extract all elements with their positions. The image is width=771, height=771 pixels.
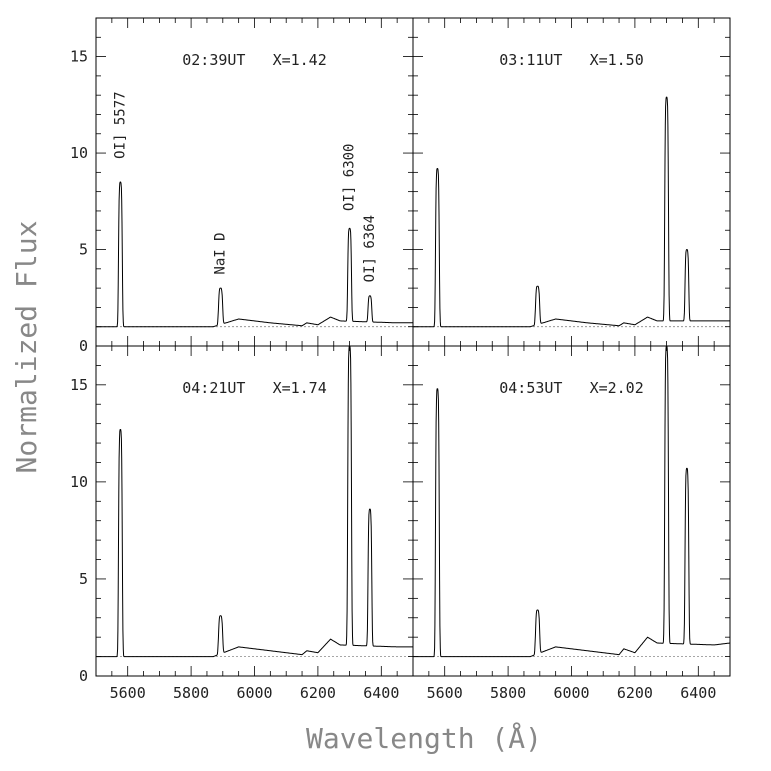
panel-4: 5600 5800 6000 6200 6400 04:53UT X=2.02 [412, 345, 731, 702]
spectrum-line [96, 181, 413, 328]
x-tick-label: 6400 [680, 684, 716, 702]
x-tick-label: 5600 [110, 684, 146, 702]
panel-title: 02:39UT X=1.42 [182, 51, 327, 69]
panel-time: 04:53UT [499, 379, 562, 397]
panel-2: 03:11UT X=1.50 [412, 17, 731, 347]
x-tick-label: 6000 [553, 684, 589, 702]
panel-time: 04:21UT [182, 379, 245, 397]
y-tick-label: 10 [70, 144, 88, 162]
panel-time: 02:39UT [182, 51, 245, 69]
panel-title: 03:11UT X=1.50 [499, 51, 644, 69]
line-annotation: OI] 5577 [112, 91, 128, 158]
spectrum-line [413, 346, 730, 658]
y-tick-label: 15 [70, 48, 88, 66]
y-axis-label: Normalized Flux [10, 221, 43, 474]
panel-title: 04:21UT X=1.74 [182, 379, 327, 397]
line-annotation: NaI D [213, 232, 229, 274]
line-annotation: OI] 6300 [342, 144, 358, 211]
y-tick-label: 0 [79, 667, 88, 685]
x-axis-label: Wavelength (Å) [306, 721, 542, 755]
panel-1: 0 5 10 15 02:39UT X=1.42 OI] 5577 NaI D OI] 630… [70, 17, 414, 355]
x-tick-label: 6400 [363, 684, 399, 702]
x-tick-label: 6000 [236, 684, 272, 702]
panel-3: 0 5 10 15 5600 5800 6000 6200 6400 04:21UT X=1.74 [70, 345, 414, 702]
x-tick-label: 5600 [427, 684, 463, 702]
panel-title: 04:53UT X=2.02 [499, 379, 644, 397]
panel-airmass: X=1.74 [273, 379, 327, 397]
y-tick-label: 5 [79, 570, 88, 588]
spectrum-line [96, 346, 413, 658]
x-tick-label: 5800 [173, 684, 209, 702]
y-tick-label: 15 [70, 376, 88, 394]
spectrum-line [413, 96, 730, 328]
panel-airmass: X=2.02 [590, 379, 644, 397]
x-tick-label: 5800 [490, 684, 526, 702]
line-annotation: OI] 6364 [362, 215, 378, 282]
x-tick-label: 6200 [617, 684, 653, 702]
x-tick-label: 6200 [300, 684, 336, 702]
y-tick-label: 10 [70, 473, 88, 491]
y-tick-label: 5 [79, 241, 88, 259]
panel-time: 03:11UT [499, 51, 562, 69]
y-tick-label: 0 [79, 337, 88, 355]
panel-airmass: X=1.50 [590, 51, 644, 69]
panel-airmass: X=1.42 [273, 51, 327, 69]
